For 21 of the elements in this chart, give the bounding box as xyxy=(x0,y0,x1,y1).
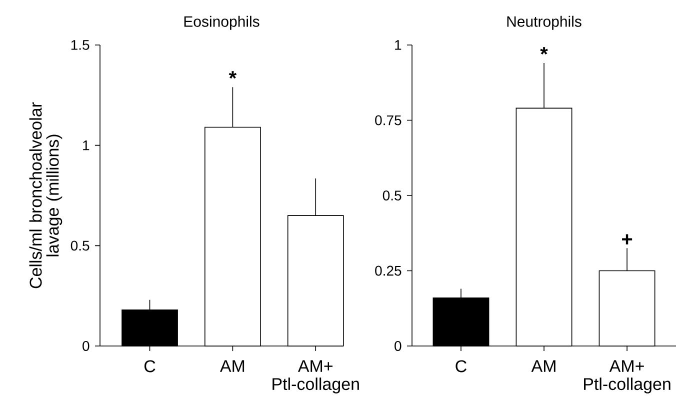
y-tick-label: 0.25 xyxy=(375,266,402,276)
y-tick-label: 0 xyxy=(82,341,90,351)
y-tick-label: 0 xyxy=(394,341,402,351)
annotation: + xyxy=(622,234,632,244)
x-tick-label: AM+ Ptl-collagen xyxy=(272,360,359,394)
x-tick-label: C xyxy=(456,360,466,372)
x-tick-label: AM xyxy=(220,360,244,372)
y-tick-label: 0.5 xyxy=(70,240,90,251)
y-tick-label: 1 xyxy=(83,140,90,150)
annotation: * xyxy=(540,47,548,55)
chart-title: Neutrophils xyxy=(507,16,582,30)
y-tick-label: 1 xyxy=(395,40,402,50)
y-tick-label: 0.5 xyxy=(382,190,402,200)
x-tick-label: AM xyxy=(531,360,556,372)
y-tick-label: 0.75 xyxy=(375,115,402,126)
y-axis-title: Cells/ml bronchoalveolar lavage (millions) xyxy=(29,102,62,288)
y-tick-label: 1.5 xyxy=(71,40,90,50)
annotation: * xyxy=(228,71,237,79)
chart-title: Eosinophils xyxy=(184,16,260,30)
x-tick-label: AM+ Ptl-collagen xyxy=(584,360,670,394)
x-tick-label: C xyxy=(144,360,156,372)
